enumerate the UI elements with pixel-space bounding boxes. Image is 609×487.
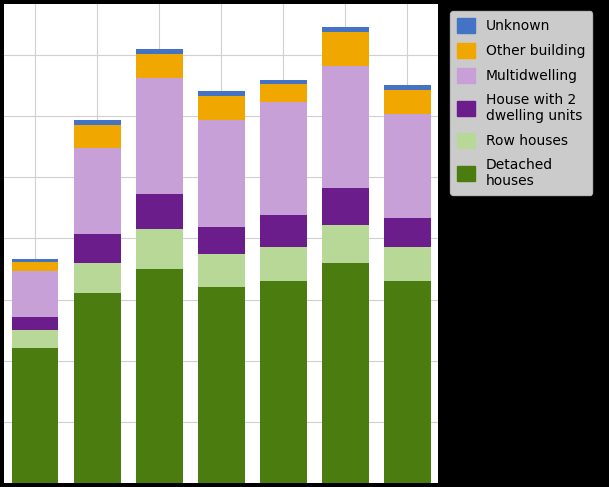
Bar (384, 281, 431, 483)
Bar (136, 55, 183, 78)
Bar (74, 233, 121, 263)
Bar (136, 229, 183, 269)
Bar (136, 49, 183, 55)
Bar (198, 227, 245, 254)
Bar (198, 92, 245, 96)
Bar (322, 225, 368, 263)
Bar (136, 269, 183, 483)
Bar (260, 281, 307, 483)
Bar (198, 120, 245, 227)
Bar (74, 125, 121, 148)
Bar (12, 259, 58, 262)
Bar (198, 96, 245, 120)
Bar (384, 85, 431, 90)
Bar (136, 78, 183, 194)
Bar (260, 247, 307, 281)
Bar (74, 263, 121, 293)
Bar (136, 194, 183, 229)
Bar (12, 271, 58, 317)
Bar (322, 27, 368, 33)
Bar (12, 330, 58, 348)
Bar (384, 90, 431, 114)
Bar (260, 79, 307, 84)
Bar (74, 293, 121, 483)
Bar (322, 66, 368, 188)
Bar (322, 188, 368, 225)
Bar (322, 33, 368, 66)
Bar (198, 254, 245, 287)
Bar (260, 101, 307, 215)
Bar (12, 317, 58, 330)
Bar (384, 247, 431, 281)
Bar (74, 148, 121, 233)
Bar (260, 215, 307, 247)
Bar (384, 114, 431, 218)
Bar (12, 262, 58, 271)
Bar (384, 218, 431, 247)
Bar (198, 287, 245, 483)
Bar (322, 263, 368, 483)
Bar (260, 84, 307, 101)
Bar (12, 348, 58, 483)
Legend: Unknown, Other building, Multidwelling, House with 2
dwelling units, Row houses,: Unknown, Other building, Multidwelling, … (450, 11, 593, 195)
Bar (74, 120, 121, 125)
